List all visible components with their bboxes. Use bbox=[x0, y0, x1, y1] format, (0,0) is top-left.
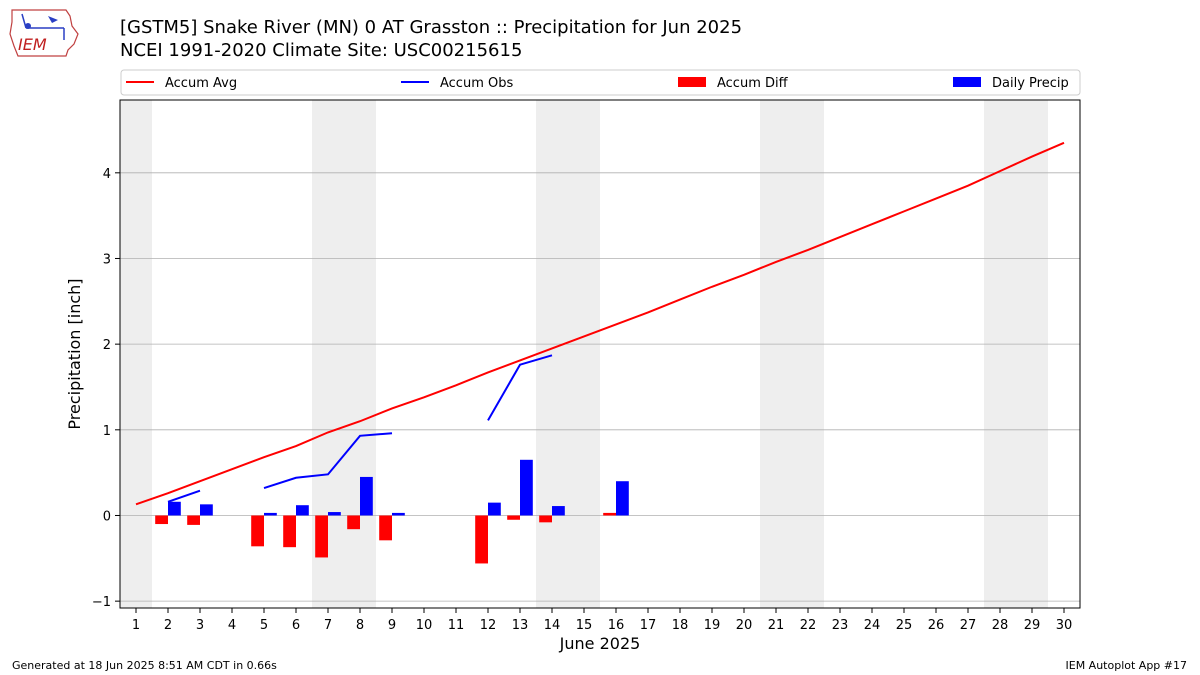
x-axis-ticks: 1 2 3 4 5 6 7 8 9 10 11 12 13 14 15 16 17 18 19 20 21 22 23 24 2… bbox=[132, 608, 1072, 633]
chart-title: [GSTM5] Snake River (MN) 0 AT Grasston :… bbox=[120, 17, 743, 38]
x-tick-label: 30 bbox=[1056, 618, 1073, 633]
daily-precip-bar bbox=[360, 476, 373, 516]
legend: Accum Avg Accum Obs Accum Diff Daily Precip bbox=[120, 69, 1081, 96]
daily-precip-bar bbox=[520, 459, 533, 516]
weekend-band bbox=[1016, 100, 1048, 608]
x-tick-label: 15 bbox=[576, 618, 593, 633]
x-tick-label: 5 bbox=[260, 618, 268, 633]
accum-diff-bar bbox=[539, 515, 552, 523]
weekend-band bbox=[120, 100, 152, 608]
x-tick-label: 14 bbox=[544, 618, 561, 633]
x-tick-label: 17 bbox=[640, 618, 657, 633]
x-tick-label: 4 bbox=[228, 618, 236, 633]
daily-precip-legend-label: Daily Precip bbox=[992, 76, 1069, 91]
x-tick-label: 8 bbox=[356, 618, 364, 633]
accum-diff-bar bbox=[475, 515, 488, 564]
grid-lines bbox=[120, 172, 1080, 602]
daily-precip-bar bbox=[552, 506, 565, 516]
weekend-band bbox=[760, 100, 792, 608]
x-tick-label: 1 bbox=[132, 618, 140, 633]
x-tick-label: 18 bbox=[672, 618, 689, 633]
daily-precip-bar bbox=[264, 512, 277, 516]
plot-frame bbox=[119, 99, 1081, 609]
x-tick-label: 23 bbox=[832, 618, 849, 633]
accum-obs-line bbox=[167, 489, 201, 503]
daily-precip-bar bbox=[168, 501, 181, 516]
daily-precip-bar bbox=[392, 512, 405, 516]
x-tick-label: 2 bbox=[164, 618, 172, 633]
accum-obs-line bbox=[487, 354, 553, 421]
legend-box bbox=[120, 69, 1081, 96]
accum-diff-legend-swatch bbox=[678, 77, 706, 87]
y-axis-label: Precipitation [inch] bbox=[65, 278, 84, 429]
x-tick-label: 27 bbox=[960, 618, 977, 633]
y-tick-label: 1 bbox=[103, 424, 111, 439]
accum-diff-bar bbox=[187, 515, 200, 525]
generated-timestamp: Generated at 18 Jun 2025 8:51 AM CDT in … bbox=[12, 659, 277, 672]
accum-diff-bar bbox=[251, 515, 264, 547]
accum-diff-bar bbox=[155, 515, 168, 525]
x-tick-label: 20 bbox=[736, 618, 753, 633]
accum-obs-legend-label: Accum Obs bbox=[440, 76, 513, 91]
x-tick-label: 11 bbox=[448, 618, 465, 633]
accum-diff-bar bbox=[315, 515, 328, 558]
y-tick-label: 2 bbox=[103, 338, 111, 353]
x-tick-label: 28 bbox=[992, 618, 1009, 633]
daily-precip-legend-swatch bbox=[953, 77, 981, 87]
daily-precip-bar bbox=[200, 504, 213, 516]
x-tick-label: 22 bbox=[800, 618, 817, 633]
accum-diff-bar bbox=[507, 515, 520, 520]
accum-diff-bar bbox=[379, 515, 392, 541]
x-tick-label: 13 bbox=[512, 618, 529, 633]
x-tick-label: 24 bbox=[864, 618, 881, 633]
weekend-band bbox=[536, 100, 568, 608]
y-tick-label: −1 bbox=[92, 595, 111, 610]
accum-avg-line bbox=[135, 141, 1065, 506]
weekend-band bbox=[984, 100, 1016, 608]
weekend-band bbox=[344, 100, 376, 608]
y-tick-label: 0 bbox=[103, 509, 111, 524]
y-tick-label: 4 bbox=[103, 167, 111, 182]
x-tick-label: 9 bbox=[388, 618, 396, 633]
daily-precip-bar bbox=[488, 502, 501, 516]
accum-diff-bar bbox=[283, 515, 296, 548]
weekend-band bbox=[792, 100, 824, 608]
y-axis-ticks: −1 0 1 2 3 4 bbox=[92, 167, 120, 610]
accum-obs-line bbox=[263, 432, 393, 490]
y-tick-label: 3 bbox=[103, 252, 111, 267]
iem-iowa-logo-icon: IEM bbox=[9, 9, 79, 57]
x-tick-label: 10 bbox=[416, 618, 433, 633]
x-tick-label: 16 bbox=[608, 618, 625, 633]
bars bbox=[155, 459, 629, 564]
accum-diff-bar bbox=[603, 512, 616, 516]
x-tick-label: 7 bbox=[324, 618, 332, 633]
chart-subtitle: NCEI 1991-2020 Climate Site: USC00215615 bbox=[120, 40, 523, 61]
x-tick-label: 21 bbox=[768, 618, 785, 633]
series-lines bbox=[135, 141, 1065, 506]
accum-diff-bar bbox=[347, 515, 360, 530]
daily-precip-bar bbox=[328, 512, 341, 516]
daily-precip-bar bbox=[296, 505, 309, 516]
weekend-bands bbox=[120, 100, 1048, 608]
iem-logo: IEM bbox=[8, 6, 80, 60]
x-tick-label: 19 bbox=[704, 618, 721, 633]
x-axis-label: June 2025 bbox=[559, 634, 641, 653]
daily-precip-bar bbox=[616, 481, 629, 516]
logo-text: IEM bbox=[18, 35, 47, 54]
x-tick-label: 6 bbox=[292, 618, 300, 633]
x-tick-label: 3 bbox=[196, 618, 204, 633]
weekend-band bbox=[568, 100, 600, 608]
accum-diff-legend-label: Accum Diff bbox=[717, 76, 789, 91]
accum-avg-legend-label: Accum Avg bbox=[165, 76, 237, 91]
app-label: IEM Autoplot App #17 bbox=[1065, 659, 1188, 672]
x-tick-label: 29 bbox=[1024, 618, 1041, 633]
x-tick-label: 12 bbox=[480, 618, 497, 633]
x-tick-label: 25 bbox=[896, 618, 913, 633]
x-tick-label: 26 bbox=[928, 618, 945, 633]
